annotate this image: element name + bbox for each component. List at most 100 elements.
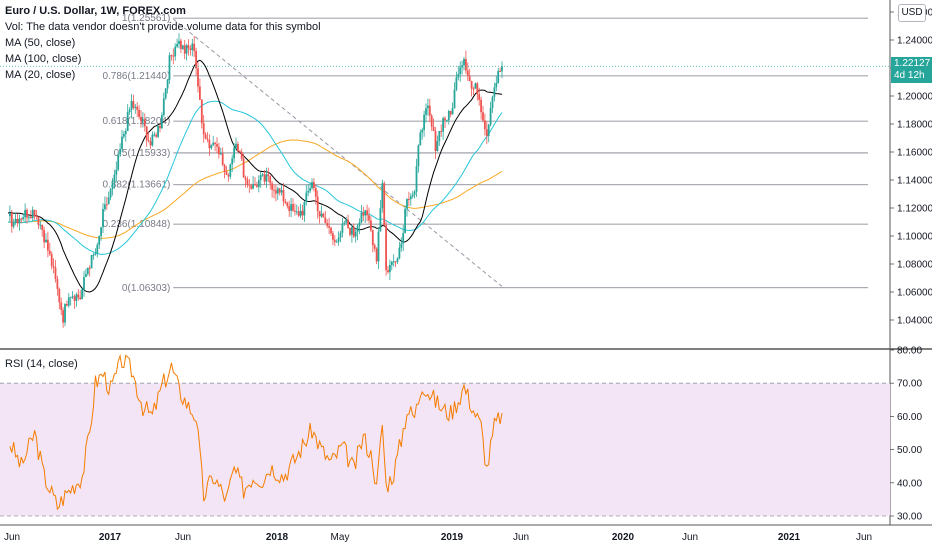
- candle[interactable]: [73, 296, 76, 301]
- candle[interactable]: [470, 80, 473, 89]
- candle[interactable]: [269, 176, 272, 184]
- candle[interactable]: [387, 270, 389, 273]
- candle[interactable]: [438, 130, 441, 142]
- candle[interactable]: [124, 131, 127, 134]
- candle[interactable]: [138, 109, 140, 117]
- candle[interactable]: [102, 209, 104, 228]
- candle[interactable]: [240, 151, 243, 159]
- candle[interactable]: [297, 211, 300, 216]
- candle[interactable]: [457, 74, 460, 78]
- candle[interactable]: [12, 222, 15, 227]
- candle[interactable]: [356, 225, 359, 232]
- candle[interactable]: [313, 182, 315, 189]
- currency-button[interactable]: USD: [898, 4, 926, 22]
- candle[interactable]: [316, 196, 319, 211]
- candle[interactable]: [187, 45, 190, 49]
- candle[interactable]: [341, 223, 344, 233]
- candle[interactable]: [309, 188, 311, 191]
- candle[interactable]: [364, 210, 367, 216]
- candle[interactable]: [476, 83, 479, 95]
- candle[interactable]: [290, 204, 292, 211]
- candle[interactable]: [85, 274, 87, 278]
- candle[interactable]: [261, 174, 264, 176]
- candle[interactable]: [427, 105, 429, 109]
- candle[interactable]: [20, 218, 23, 220]
- symbol-title[interactable]: Euro / U.S. Dollar, 1W, FOREX.com: [5, 5, 186, 17]
- candle[interactable]: [58, 288, 61, 303]
- candle[interactable]: [86, 267, 89, 275]
- candle[interactable]: [50, 253, 53, 267]
- candle[interactable]: [48, 250, 51, 254]
- candle[interactable]: [265, 174, 268, 182]
- candle[interactable]: [413, 191, 416, 195]
- candle[interactable]: [88, 267, 91, 269]
- candle[interactable]: [400, 243, 403, 248]
- candle[interactable]: [446, 120, 448, 122]
- candle[interactable]: [145, 126, 148, 141]
- candle[interactable]: [191, 43, 194, 50]
- rsi-line[interactable]: [9, 353, 503, 511]
- candle[interactable]: [132, 101, 135, 108]
- candle[interactable]: [491, 96, 494, 108]
- candle[interactable]: [54, 267, 57, 279]
- candle[interactable]: [472, 88, 475, 90]
- candle[interactable]: [195, 51, 197, 69]
- candle[interactable]: [318, 210, 321, 217]
- candle[interactable]: [174, 46, 177, 57]
- candle[interactable]: [459, 67, 462, 75]
- candle[interactable]: [303, 202, 306, 216]
- candle[interactable]: [295, 211, 298, 213]
- candle[interactable]: [166, 79, 169, 89]
- candle[interactable]: [368, 215, 370, 221]
- ma100-legend[interactable]: MA (100, close): [5, 53, 82, 65]
- candle[interactable]: [71, 296, 74, 298]
- candle[interactable]: [307, 190, 310, 193]
- candle[interactable]: [415, 166, 418, 192]
- candle[interactable]: [324, 217, 327, 224]
- candle[interactable]: [276, 188, 279, 194]
- candle[interactable]: [47, 239, 49, 251]
- candle[interactable]: [225, 171, 228, 175]
- candle[interactable]: [419, 132, 422, 146]
- candle[interactable]: [466, 70, 469, 76]
- candle[interactable]: [9, 212, 11, 217]
- candle[interactable]: [436, 141, 439, 152]
- candle[interactable]: [60, 302, 63, 311]
- candle[interactable]: [109, 189, 112, 198]
- candle[interactable]: [229, 164, 232, 177]
- candle[interactable]: [366, 210, 368, 216]
- candle[interactable]: [147, 140, 150, 142]
- candle[interactable]: [81, 289, 83, 300]
- candle[interactable]: [284, 201, 287, 203]
- candle[interactable]: [379, 208, 382, 232]
- candle[interactable]: [185, 45, 188, 54]
- candle[interactable]: [115, 169, 118, 175]
- candle[interactable]: [159, 125, 161, 129]
- candle[interactable]: [24, 209, 26, 218]
- candle[interactable]: [453, 89, 456, 109]
- candle[interactable]: [238, 151, 241, 153]
- candle[interactable]: [280, 190, 283, 193]
- candle[interactable]: [189, 48, 192, 50]
- candle[interactable]: [354, 231, 357, 237]
- candle[interactable]: [314, 188, 317, 197]
- candle[interactable]: [252, 184, 254, 189]
- candle[interactable]: [358, 222, 361, 226]
- candle[interactable]: [123, 133, 125, 137]
- candle[interactable]: [56, 278, 59, 289]
- candle[interactable]: [104, 204, 106, 210]
- candle[interactable]: [432, 126, 435, 132]
- candle[interactable]: [10, 212, 13, 227]
- candle[interactable]: [347, 219, 349, 228]
- candle[interactable]: [404, 208, 406, 233]
- candle[interactable]: [385, 225, 387, 271]
- candle[interactable]: [383, 183, 386, 226]
- candle[interactable]: [485, 129, 488, 136]
- candle[interactable]: [130, 101, 133, 110]
- candle[interactable]: [402, 232, 405, 244]
- candle[interactable]: [440, 130, 443, 132]
- candle[interactable]: [480, 99, 482, 113]
- candle[interactable]: [242, 158, 245, 178]
- candle[interactable]: [434, 131, 437, 152]
- candle[interactable]: [259, 175, 262, 181]
